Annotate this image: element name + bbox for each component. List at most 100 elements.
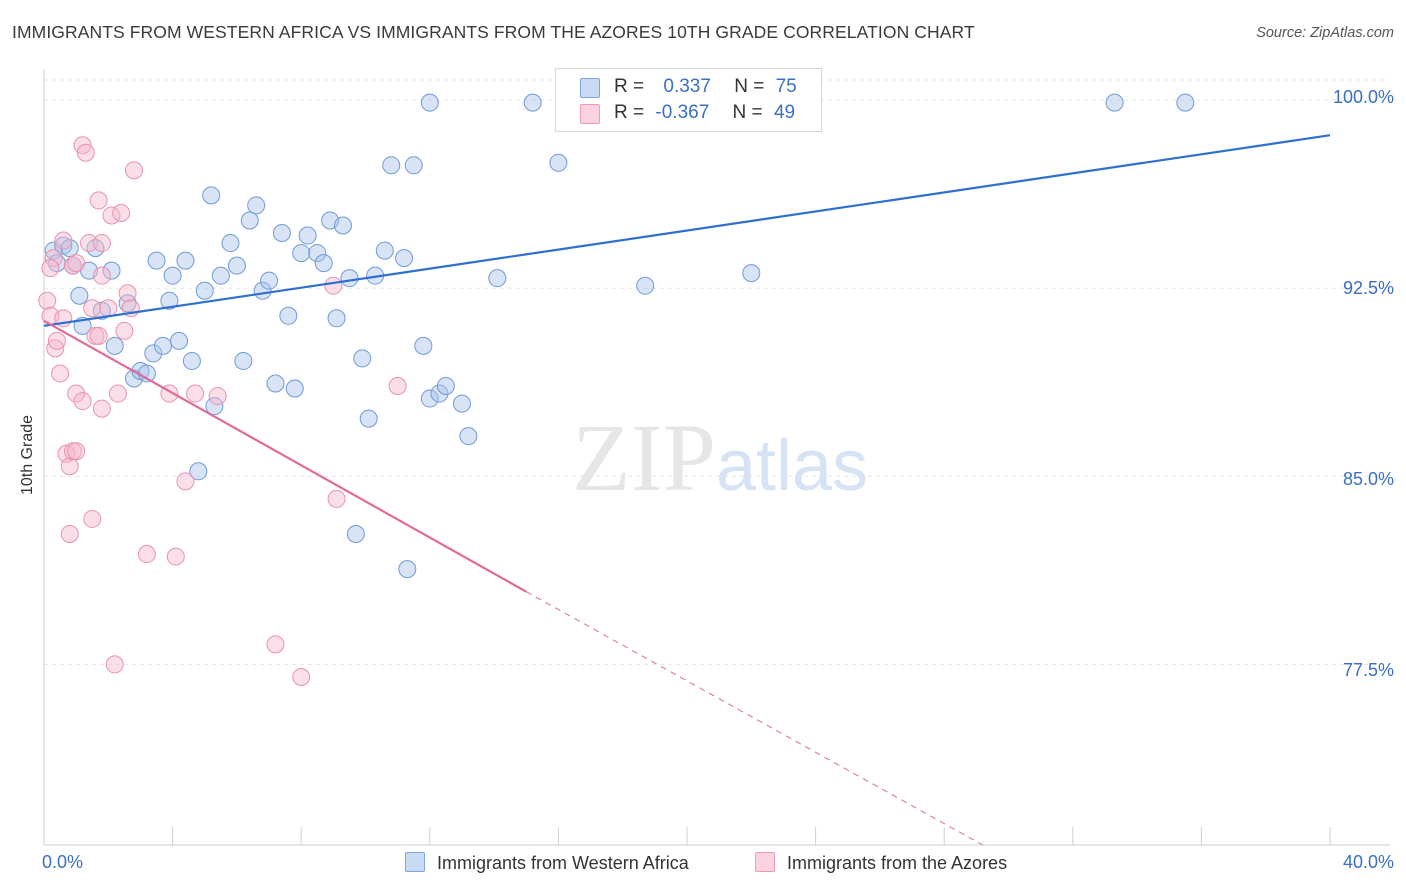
point-western-africa: [459, 427, 478, 446]
point-western-africa: [430, 384, 449, 403]
point-western-africa: [308, 244, 327, 263]
point-western-africa: [118, 294, 137, 313]
point-western-africa: [523, 93, 542, 112]
point-azores: [41, 259, 60, 278]
point-western-africa: [436, 377, 455, 396]
point-western-africa: [211, 266, 230, 285]
point-western-africa: [359, 409, 378, 428]
trend-line-western-africa: [43, 134, 1331, 327]
point-western-africa: [742, 264, 761, 283]
point-western-africa: [160, 291, 179, 310]
point-azores: [89, 191, 108, 210]
point-azores: [137, 545, 156, 564]
point-azores: [83, 509, 102, 528]
point-western-africa: [327, 309, 346, 328]
point-western-africa: [70, 286, 89, 305]
point-azores: [92, 234, 111, 253]
point-western-africa: [272, 224, 291, 243]
point-western-africa: [153, 336, 172, 355]
legend-item-azores[interactable]: Immigrants from the Azores: [755, 852, 1007, 874]
point-azores: [266, 635, 285, 654]
point-western-africa: [102, 261, 121, 280]
point-western-africa: [266, 374, 285, 393]
chart-title: IMMIGRANTS FROM WESTERN AFRICA VS IMMIGR…: [12, 22, 975, 42]
r-label: R =: [614, 102, 645, 123]
point-western-africa: [452, 394, 471, 413]
x-tick-label-min: 0.0%: [42, 852, 84, 872]
legend-stats-azores: R = -0.367 N = 49: [614, 102, 795, 124]
y-tick-label: 77.5%: [1342, 660, 1394, 680]
legend-swatch-blue: [405, 852, 425, 872]
point-azores: [47, 331, 66, 350]
trend-line-azores: [43, 319, 527, 593]
point-western-africa: [163, 266, 182, 285]
point-western-africa: [346, 524, 365, 543]
point-western-africa: [176, 251, 195, 270]
point-western-africa: [549, 153, 568, 172]
point-western-africa: [170, 331, 189, 350]
point-western-africa: [395, 249, 414, 268]
point-western-africa: [382, 156, 401, 175]
point-azores: [67, 384, 86, 403]
n-value: 49: [773, 102, 796, 123]
point-western-africa: [285, 379, 304, 398]
point-western-africa: [147, 251, 166, 270]
watermark: ZIPatlas: [572, 404, 868, 511]
point-western-africa: [414, 336, 433, 355]
trend-lines: [43, 134, 1331, 846]
point-azores: [292, 667, 311, 686]
chart-source: Source: ZipAtlas.com: [1256, 25, 1394, 41]
point-azores: [80, 234, 99, 253]
point-western-africa: [333, 216, 352, 235]
point-azores: [89, 326, 108, 345]
point-western-africa: [636, 276, 655, 295]
point-azores: [60, 524, 79, 543]
point-western-africa: [488, 269, 507, 288]
point-western-africa: [314, 254, 333, 273]
point-western-africa: [260, 271, 279, 290]
legend-swatch-pink: [755, 852, 775, 872]
point-azores: [108, 384, 127, 403]
n-label: N =: [734, 76, 765, 97]
point-azores: [44, 249, 63, 268]
point-western-africa: [247, 196, 266, 215]
point-azores: [73, 392, 92, 411]
point-western-africa: [182, 351, 201, 370]
point-western-africa: [227, 256, 246, 275]
point-azores: [112, 203, 131, 222]
point-azores: [51, 364, 70, 383]
n-label: N =: [732, 102, 763, 123]
point-azores: [38, 291, 57, 310]
y-tick-label: 100.0%: [1332, 87, 1394, 107]
point-western-africa: [353, 349, 372, 368]
point-western-africa: [298, 226, 317, 245]
point-azores: [46, 339, 65, 358]
point-western-africa: [420, 93, 439, 112]
point-azores: [67, 254, 86, 273]
point-western-africa: [404, 156, 423, 175]
trend-line-azores-extension: [526, 591, 984, 846]
point-western-africa: [205, 397, 224, 416]
point-azores: [118, 284, 137, 303]
point-western-africa: [240, 211, 259, 230]
point-western-africa: [221, 234, 240, 253]
point-western-africa: [292, 244, 311, 263]
legend-item-western-africa[interactable]: Immigrants from Western Africa: [405, 852, 689, 874]
point-azores: [125, 161, 144, 180]
point-azores: [208, 387, 227, 406]
point-azores: [388, 377, 407, 396]
point-azores: [92, 266, 111, 285]
point-azores: [99, 299, 118, 318]
x-tick-label-max: 40.0%: [1342, 852, 1394, 872]
point-western-africa: [60, 239, 79, 258]
legend-swatch-pink: [580, 104, 600, 124]
legend-swatch-blue: [580, 78, 600, 98]
r-value: -0.367: [655, 102, 710, 123]
point-western-africa: [279, 306, 298, 325]
point-western-africa: [105, 336, 124, 355]
n-value: 75: [775, 76, 797, 97]
legend-label-azores: Immigrants from the Azores: [787, 853, 1008, 873]
point-western-africa: [234, 351, 253, 370]
point-azores: [60, 457, 79, 476]
point-azores: [105, 655, 124, 674]
